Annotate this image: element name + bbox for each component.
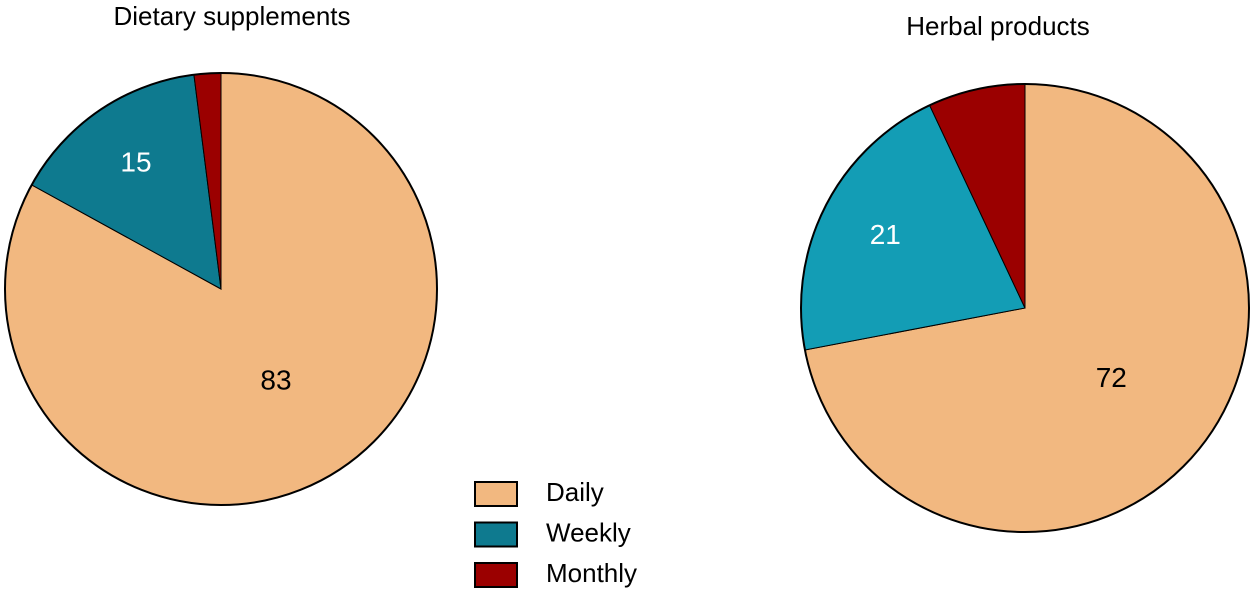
- data-label: 83: [260, 364, 291, 395]
- data-label: 15: [120, 146, 151, 177]
- chart-title: Herbal products: [906, 11, 1090, 41]
- chart-title: Dietary supplements: [114, 1, 351, 31]
- legend-swatch: [474, 481, 518, 507]
- data-label: 72: [1096, 362, 1127, 393]
- pie-outline: [4, 72, 438, 506]
- pie-outline: [800, 83, 1250, 533]
- data-label: 21: [870, 219, 901, 250]
- legend-label: Weekly: [546, 517, 631, 547]
- legend-label: Monthly: [546, 558, 637, 588]
- legend-swatch: [474, 562, 518, 588]
- legend-label: Daily: [546, 477, 604, 507]
- legend-swatch: [474, 521, 518, 548]
